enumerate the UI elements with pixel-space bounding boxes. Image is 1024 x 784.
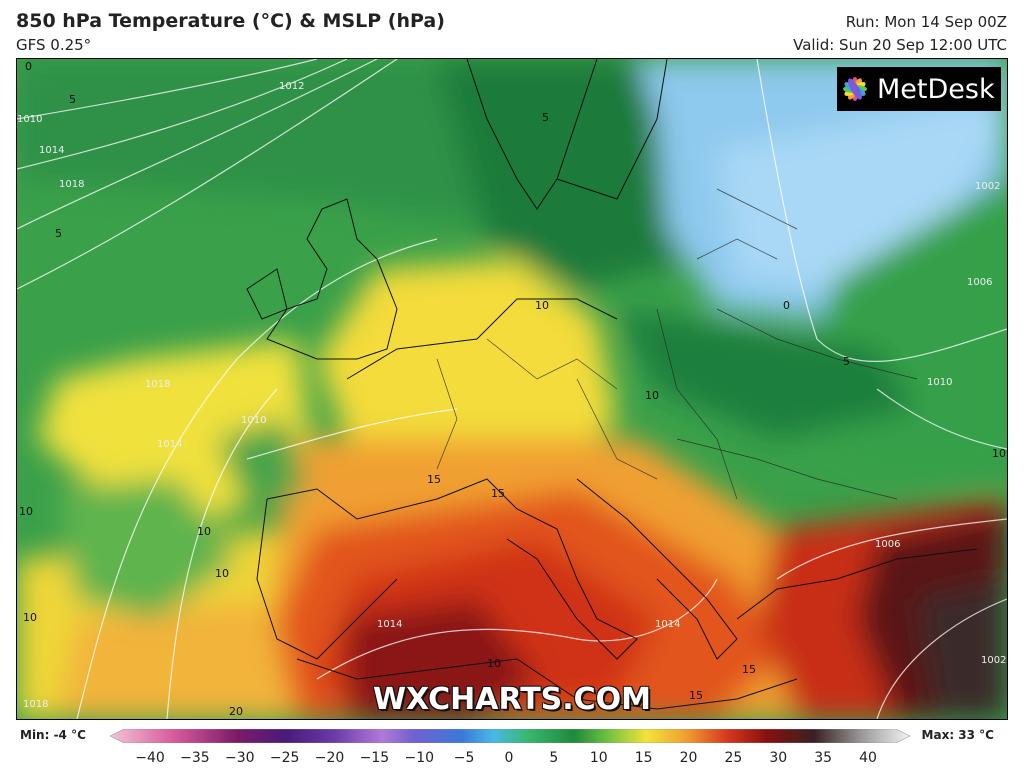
isobar-label: 1014 [655, 619, 681, 630]
colorbar-tick-label: −35 [180, 750, 210, 766]
temp-label: 10 [215, 567, 229, 580]
coastlines [246, 59, 978, 710]
metdesk-logo: MetDesk [837, 67, 1001, 111]
temp-label: 10 [487, 657, 501, 670]
temp-label: 10 [645, 389, 659, 402]
colorbar-tick-label: 0 [504, 750, 514, 766]
temp-label: 10 [23, 611, 37, 624]
isobar-label: 1014 [157, 439, 183, 450]
colorbar-tick-label: −5 [453, 750, 475, 766]
flower-logo-icon [843, 77, 867, 101]
colorbar-tick-label: 40 [859, 750, 877, 766]
isobar-label: 1012 [279, 81, 305, 92]
legend-max: Max: 33 °C [921, 728, 994, 742]
run-time: Run: Mon 14 Sep 00Z [845, 13, 1007, 31]
colorbar-tick-label: 30 [769, 750, 788, 766]
temp-label: 5 [55, 227, 62, 240]
isobar-label: 1018 [145, 379, 171, 390]
temp-label: 0 [25, 60, 32, 73]
temp-label: 10 [535, 299, 549, 312]
isobar-label: 1002 [975, 181, 1001, 192]
colorbar-tick-label: 15 [634, 750, 653, 766]
temp-label: 0 [783, 299, 790, 312]
temp-label: 15 [742, 663, 756, 676]
borders [436, 188, 918, 500]
temp-label: 5 [542, 111, 549, 124]
wxcharts-watermark: WXCHARTS.COM [372, 682, 652, 717]
temperature-colorbar [110, 729, 910, 743]
isobar-label: 1006 [875, 539, 901, 550]
isobar-label: 1002 [981, 655, 1007, 666]
isobar-label: 1010 [17, 114, 43, 125]
colorbar-tick-label: −10 [404, 750, 435, 766]
model-label: GFS 0.25° [16, 36, 92, 54]
colorbar-tick-label: −25 [269, 750, 300, 766]
isobar-label: 1010 [241, 415, 267, 426]
colorbar-tick-label: −30 [224, 750, 255, 766]
isobar-lines [17, 59, 1007, 719]
isobar-label: 1006 [967, 277, 993, 288]
colorbar-tick-label: 5 [549, 750, 559, 766]
isobar-label: 1018 [23, 699, 49, 710]
temp-label: 15 [491, 487, 505, 500]
colorbar-tick-label: 10 [589, 750, 608, 766]
temp-label: 5 [843, 355, 850, 368]
isobar-label: 1014 [377, 619, 403, 630]
colorbar-tick-label: −20 [314, 750, 345, 766]
temp-label: 10 [19, 505, 33, 518]
colorbar-tick-label: 25 [724, 750, 743, 766]
map-canvas [17, 59, 1007, 719]
isobar-label: 1014 [39, 145, 65, 156]
temp-label: 15 [427, 473, 441, 486]
temp-label: 5 [69, 93, 76, 106]
temp-label: 20 [229, 705, 243, 718]
temp-label: 10 [992, 447, 1006, 460]
colorbar-tick-label: 20 [679, 750, 698, 766]
weather-map[interactable]: MetDesk 0 5 5 5 10 10 10 10 10 10 10 15 … [16, 58, 1008, 720]
logo-text: MetDesk [877, 73, 995, 105]
legend-min: Min: -4 °C [20, 728, 86, 742]
valid-time: Valid: Sun 20 Sep 12:00 UTC [793, 36, 1007, 54]
colorbar-tick-label: −15 [359, 750, 390, 766]
temp-label: 10 [197, 525, 211, 538]
temp-label: 15 [689, 689, 703, 702]
colorbar-tick-label: −40 [135, 750, 165, 766]
chart-title: 850 hPa Temperature (°C) & MSLP (hPa) [16, 10, 445, 32]
isobar-label: 1018 [59, 179, 85, 190]
colorbar-tick-label: 35 [814, 750, 833, 766]
colorbar-ticks: −40 −35 −30 −25 −20 −15 −10 −5 0 5 10 15 20 25 30 35 40 [0, 750, 1024, 770]
isobar-label: 1010 [927, 377, 953, 388]
